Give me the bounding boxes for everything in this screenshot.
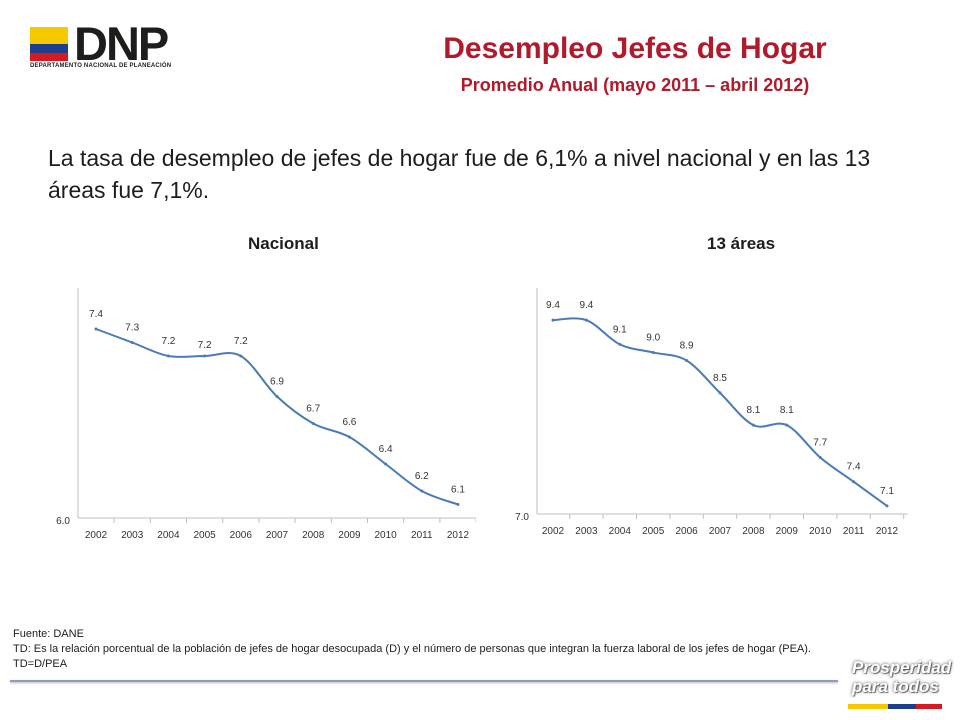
x-tick-label: 2006 [675, 526, 698, 537]
data-point [852, 480, 856, 484]
y-tick-label: 7.0 [515, 512, 529, 523]
x-tick-label: 2003 [575, 526, 598, 537]
data-label: 7.2 [234, 336, 248, 347]
data-point [94, 327, 98, 331]
x-tick-label: 2008 [302, 530, 325, 541]
data-label: 8.9 [680, 341, 694, 352]
page-title: Desempleo Jefes de Hogar [443, 32, 827, 65]
chart-title-13-areas: 13 áreas [707, 234, 776, 253]
data-point [166, 354, 170, 358]
data-point [551, 318, 555, 322]
x-tick-label: 2012 [876, 526, 899, 537]
data-point [618, 342, 622, 346]
data-point [384, 462, 388, 466]
chart-nacional-svg: 6.0 2002 2003 2004 2005 2006 2007 2008 2009 2010 2… [56, 288, 481, 541]
data-point [130, 341, 134, 344]
data-point [885, 504, 889, 508]
data-point [818, 455, 822, 459]
x-tick-label: 2002 [542, 526, 565, 537]
x-tick-label: 2004 [157, 530, 180, 541]
x-tick-label: 2008 [742, 526, 765, 537]
data-label: 8.1 [780, 405, 794, 416]
x-tick-label: 2012 [447, 530, 470, 541]
data-label: 9.4 [546, 300, 560, 311]
chart-13-areas-svg: 7.0 2002 2003 2004 2005 2006 2007 2008 2009 2010 2… [515, 288, 908, 537]
series-line [552, 317, 888, 507]
data-point [275, 395, 279, 398]
data-point [311, 422, 315, 425]
data-label: 6.7 [306, 404, 320, 415]
data-point [347, 435, 351, 439]
y-tick-label: 6.0 [56, 516, 70, 527]
x-tick-label: 2009 [338, 530, 361, 541]
x-tick-label: 2010 [809, 526, 832, 537]
dnp-logo: DNP DEPARTAMENTO NACIONAL DE PLANEACIÓN [26, 17, 182, 75]
x-tick-label: 2003 [121, 530, 144, 541]
data-point [651, 350, 655, 354]
x-tick-label: 2005 [642, 526, 665, 537]
data-label: 8.1 [746, 405, 760, 416]
x-tick-label: 2005 [193, 530, 216, 541]
data-label: 9.1 [613, 324, 627, 335]
data-point [420, 489, 424, 493]
badge-line1: Prosperidad [852, 658, 952, 677]
x-tick-label: 2006 [230, 530, 253, 541]
colombia-flag-icon [30, 27, 68, 61]
data-label: 9.0 [646, 332, 660, 343]
data-point [718, 391, 722, 395]
data-point [584, 318, 588, 322]
chart-title-nacional: Nacional [248, 234, 319, 253]
footer-note: TD: Es la relación porcentual de la pobl… [13, 643, 811, 670]
chart-13-areas: 7.0 2002 2003 2004 2005 2006 2007 2008 2009 2010 2… [505, 282, 935, 552]
badge-stripe [848, 696, 942, 709]
data-label: 9.4 [579, 300, 593, 311]
footer-source: Fuente: DANE [13, 628, 84, 640]
data-label: 7.1 [880, 486, 894, 497]
data-point [239, 354, 243, 358]
data-label: 7.3 [125, 323, 139, 334]
series-line [95, 328, 459, 506]
data-label: 6.4 [379, 444, 393, 455]
intro-text: La tasa de desempleo de jefes de hogar f… [48, 145, 871, 203]
data-label: 6.6 [342, 417, 356, 428]
data-point [685, 359, 689, 363]
data-label: 7.2 [161, 336, 175, 347]
x-tick-label: 2007 [709, 526, 732, 537]
x-tick-label: 2004 [609, 526, 632, 537]
logo-subtitle: DEPARTAMENTO NACIONAL DE PLANEACIÓN [30, 63, 172, 69]
data-label: 6.9 [270, 377, 284, 388]
data-point [203, 354, 207, 358]
data-point [751, 423, 755, 427]
footer-notes: Fuente: DANE TD: Es la relación porcentu… [13, 627, 853, 672]
x-tick-label: 2009 [776, 526, 799, 537]
data-point [785, 423, 789, 427]
data-label: 6.2 [415, 471, 429, 482]
x-tick-label: 2011 [843, 526, 865, 537]
badge-line2: para todos [852, 677, 939, 696]
chart-nacional: 6.0 2002 2003 2004 2005 2006 2007 2008 2009 2010 2… [46, 282, 481, 552]
data-label: 7.4 [847, 462, 861, 473]
data-label: 7.4 [89, 309, 103, 320]
x-tick-label: 2007 [266, 530, 289, 541]
footer-divider [10, 680, 838, 682]
x-tick-label: 2002 [85, 530, 108, 541]
data-label: 7.2 [198, 340, 212, 351]
data-label: 6.1 [451, 485, 465, 496]
data-point [456, 503, 460, 506]
x-tick-label: 2011 [411, 530, 433, 541]
prosperidad-badge: Prosperidad para todos [848, 658, 951, 709]
page-subtitle: Promedio Anual (mayo 2011 – abril 2012) [460, 75, 810, 95]
data-label: 8.5 [713, 373, 727, 384]
x-tick-label: 2010 [374, 530, 397, 541]
logo-text: DNP [74, 17, 169, 70]
data-label: 7.7 [813, 437, 827, 448]
